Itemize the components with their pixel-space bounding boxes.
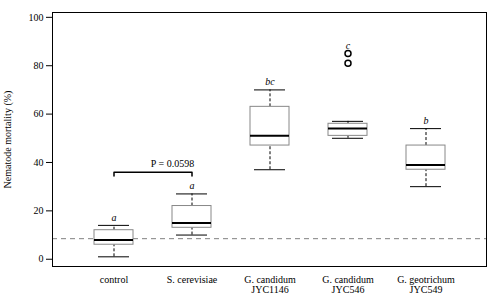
svg-text:a: a — [112, 212, 117, 223]
svg-text:Nematode mortality (%): Nematode mortality (%) — [2, 91, 14, 189]
svg-text:bc: bc — [265, 76, 275, 87]
svg-text:a: a — [190, 180, 195, 191]
svg-text:control: control — [100, 274, 129, 285]
svg-text:c: c — [346, 40, 351, 51]
svg-text:b: b — [424, 115, 429, 126]
svg-text:P = 0.0598: P = 0.0598 — [151, 158, 194, 169]
svg-text:G. geotrichumJYC549: G. geotrichumJYC549 — [397, 274, 455, 295]
svg-text:60: 60 — [34, 108, 44, 119]
svg-text:100: 100 — [29, 12, 44, 23]
svg-text:20: 20 — [34, 205, 44, 216]
svg-text:S. cerevisiae: S. cerevisiae — [167, 274, 218, 285]
svg-text:G. candidumJYC1146: G. candidumJYC1146 — [244, 274, 296, 295]
svg-text:40: 40 — [34, 157, 44, 168]
svg-text:80: 80 — [34, 60, 44, 71]
svg-text:G. candidumJYC546: G. candidumJYC546 — [322, 274, 374, 295]
svg-text:0: 0 — [39, 253, 44, 264]
